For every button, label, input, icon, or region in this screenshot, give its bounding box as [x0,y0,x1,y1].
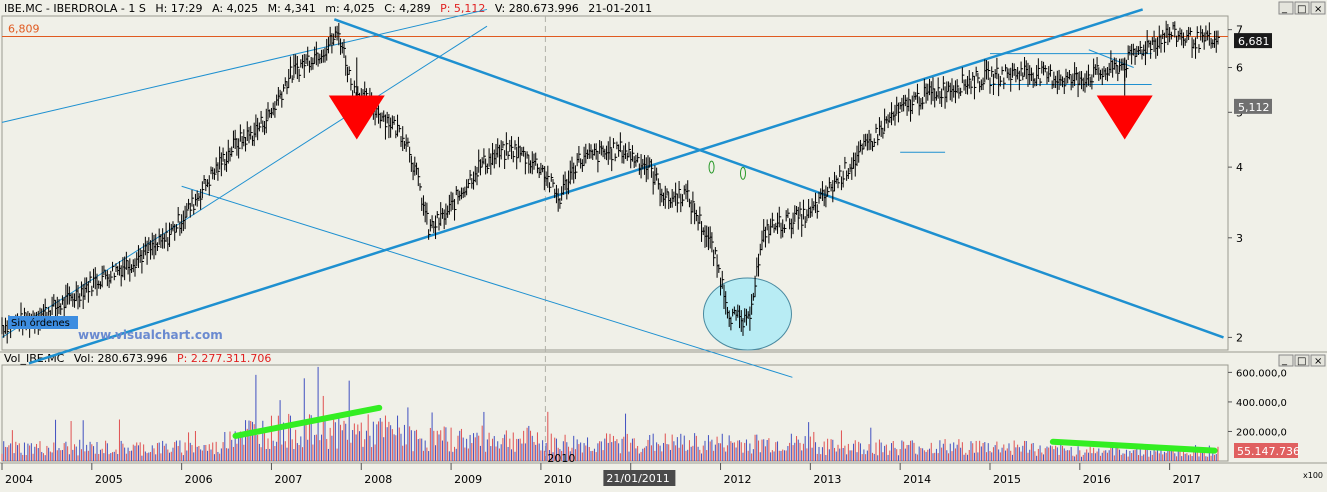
price-tick-label-4: 4 [1236,161,1243,174]
maximize-button[interactable] [1294,1,1310,15]
volume-trendline-2 [1049,438,1218,454]
volume-p: P: 2.277.311.706 [177,352,271,365]
trendline-5 [181,185,793,378]
date-tick-label-2014: 2014 [903,473,931,486]
date-tick-label-2012: 2012 [724,473,752,486]
resistance-layer: 6,809 [2,22,1228,37]
date-tick-label-2015: 2015 [993,473,1021,486]
last-price-badge [1234,33,1272,49]
price-header: IBE.MC - IBERDROLA - 1 S H: 17:29 A: 4,0… [4,2,652,15]
date-tick-label-2016: 2016 [1083,473,1111,486]
circle-layer [702,277,792,351]
date-tick-label-2008: 2008 [364,473,392,486]
date-tick-label-2017: 2017 [1173,473,1201,486]
volume-minimize-button[interactable] [1278,354,1294,367]
arrow-layer [328,57,1153,140]
maximize-icon: □ [1297,4,1306,15]
volume-trend-layer [232,404,1218,454]
header-m: M: 4,341 [268,2,316,15]
watermark: www.visualchart.com [78,328,223,342]
volume-header: Vol_IBE.MC Vol: 280.673.996 P: 2.277.311… [4,352,271,365]
header-min: m: 4,025 [325,2,374,15]
volume-tick-label-0: 200.000,0 [1236,427,1287,438]
date-tick-label-2010: 2010 [544,473,572,486]
volume-minimize-icon: _ [1281,355,1288,366]
date-tick-label-2009: 2009 [454,473,482,486]
volume-name: Vol_IBE.MC [4,352,65,365]
window-buttons: _ □ × _ □ × [1278,1,1326,367]
minimize-button[interactable] [1278,1,1294,15]
price-tick-label-3: 3 [1236,232,1243,245]
volume-close-button[interactable] [1310,354,1326,367]
oval-marker-1 [708,160,715,174]
volume-maximize-icon: □ [1297,356,1306,367]
down-arrow-2 [1096,95,1153,140]
oval-layer [708,160,746,180]
date-tick-label-2006: 2006 [185,473,213,486]
minimize-icon: _ [1281,3,1288,14]
date-tick-label-2004: 2004 [5,473,33,486]
symbol-label: IBE.MC - IBERDROLA - 1 S [4,2,146,15]
date-tick-label-2013: 2013 [813,473,841,486]
sin-ordenes-badge [8,316,78,329]
price-tick-label-2: 2 [1236,331,1243,344]
volume-trendline-1 [232,404,383,439]
date-tick-label-2005: 2005 [95,473,123,486]
price-series-layer [1,20,1220,344]
last-volume-label: 55.147.736 [1237,445,1300,458]
last-volume-badge [1234,443,1298,458]
volume-unit: x100 [1303,471,1323,480]
volume-tick-label-2: 600.000,0 [1236,368,1287,379]
cursor-price-label: 5,112 [1238,101,1270,114]
volume-close-icon: × [1314,356,1322,367]
trendline-4 [333,18,1224,339]
close-icon: × [1314,4,1322,15]
volume-axis: 200.000,0 400.000,0 600.000,0 [1228,368,1287,438]
trendline-3 [28,8,1144,365]
resistance-label: 6,809 [8,22,40,35]
cursor-date-badge [603,470,676,486]
price-panel [1,15,1229,351]
bottom-circle [702,277,792,351]
volume-bars-layer [1,366,1219,461]
date-tick-label-2007: 2007 [274,473,302,486]
price-tick-label-6: 6 [1236,62,1243,75]
down-arrow-1 [328,95,385,140]
price-tick-label-7: 7 [1236,24,1243,37]
header-a: A: 4,025 [212,2,258,15]
volume-tick-label-1: 400.000,0 [1236,398,1287,409]
volume-maximize-button[interactable] [1294,354,1310,367]
header-h: H: 17:29 [155,2,202,15]
sin-ordenes-label: Sin órdenes [11,317,70,329]
trendline-1 [1,8,488,123]
header-v: V: 280.673.996 [495,2,579,15]
header-p: P: 5,112 [440,2,485,15]
cursor-date-top: 2010 [547,452,575,465]
oval-marker-2 [739,166,746,180]
volume-value: Vol: 280.673.996 [74,352,168,365]
close-button[interactable] [1310,1,1326,15]
cursor-price-badge [1234,98,1272,114]
header-c: C: 4,289 [384,2,430,15]
header-date: 21-01-2011 [588,2,652,15]
badge-layer: 6,681 5,112 55.147.736 2010 21/01/2011 [547,33,1300,486]
last-price-label: 6,681 [1238,35,1270,48]
cursor-date-label: 21/01/2011 [606,472,669,485]
